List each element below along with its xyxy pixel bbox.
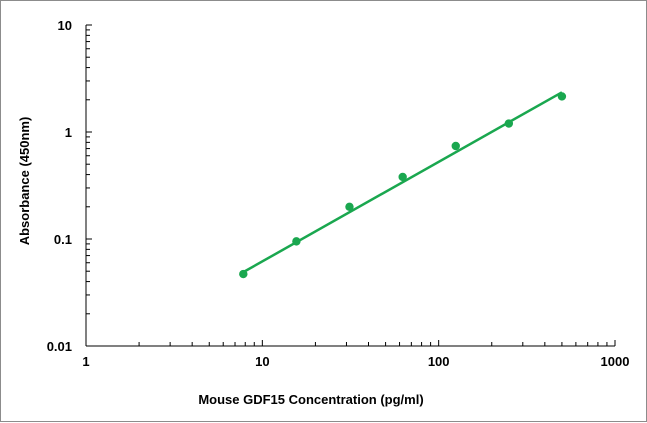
x-tick-label: 1000 bbox=[601, 354, 630, 369]
x-tick-label: 10 bbox=[255, 354, 269, 369]
data-point bbox=[292, 237, 301, 246]
data-point bbox=[345, 202, 354, 211]
y-tick-label: 0.1 bbox=[54, 232, 72, 247]
data-point bbox=[557, 92, 567, 101]
data-point bbox=[239, 269, 248, 279]
x-tick-label: 100 bbox=[428, 354, 450, 369]
y-tick-label: 1 bbox=[65, 125, 72, 140]
data-points bbox=[239, 92, 567, 279]
data-point bbox=[504, 119, 514, 128]
x-tick-label: 1 bbox=[82, 354, 89, 369]
y-tick-label: 10 bbox=[58, 18, 72, 33]
fit-line bbox=[242, 91, 563, 274]
axis-ticks bbox=[85, 24, 616, 347]
data-point bbox=[398, 172, 407, 182]
y-axis-title: Absorbance (450nm) bbox=[17, 117, 32, 246]
data-point bbox=[451, 141, 460, 151]
tick-labels: 1 10 100 1000 0.01 0.1 1 10 bbox=[47, 18, 630, 369]
x-axis-title: Mouse GDF15 Concentration (pg/ml) bbox=[198, 392, 423, 407]
y-tick-label: 0.01 bbox=[47, 339, 72, 354]
